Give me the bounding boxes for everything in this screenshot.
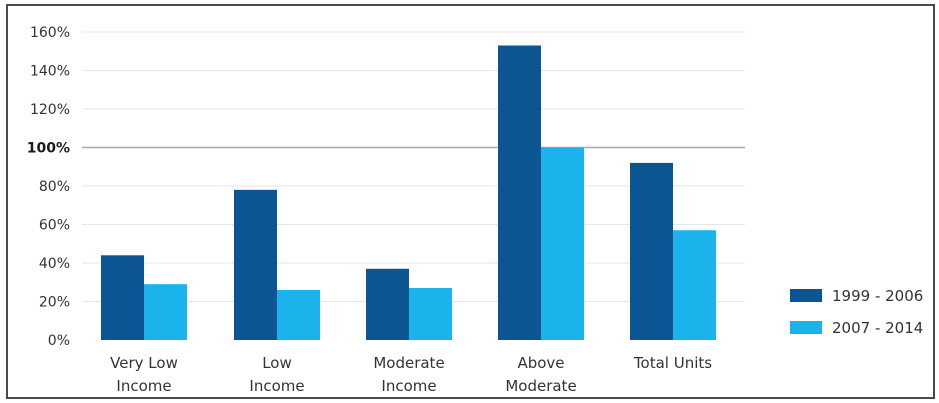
legend-swatch bbox=[790, 289, 822, 302]
y-tick-label: 80% bbox=[39, 179, 70, 195]
legend: 1999 - 2006 2007 - 2014 bbox=[790, 287, 923, 337]
y-tick-label: 140% bbox=[30, 64, 70, 80]
category-label: Income bbox=[116, 377, 171, 395]
y-tick-label: 40% bbox=[39, 256, 70, 272]
bar bbox=[144, 284, 187, 340]
legend-label: 2007 - 2014 bbox=[832, 319, 923, 337]
bar bbox=[498, 45, 541, 340]
y-tick-label: 60% bbox=[39, 218, 70, 234]
bar bbox=[541, 147, 584, 340]
bar bbox=[101, 255, 144, 340]
category-label: Above bbox=[517, 354, 564, 372]
category-label: Very Low bbox=[110, 354, 178, 372]
y-tick-label: 120% bbox=[30, 102, 70, 118]
bar bbox=[630, 162, 673, 340]
legend-swatch bbox=[790, 321, 822, 334]
y-tick-label: 160% bbox=[30, 25, 70, 41]
legend-label: 1999 - 2006 bbox=[832, 287, 923, 305]
category-label: Income bbox=[249, 377, 304, 395]
category-label: Moderate bbox=[505, 377, 576, 395]
bar bbox=[234, 189, 277, 340]
bar bbox=[277, 289, 320, 340]
y-tick-label: 20% bbox=[39, 295, 70, 311]
category-label: Income bbox=[381, 377, 436, 395]
bar bbox=[366, 268, 409, 340]
category-label: Low bbox=[262, 354, 292, 372]
y-tick-label: 0% bbox=[48, 333, 70, 349]
y-tick-label: 100% bbox=[27, 141, 70, 157]
y-axis-ticks: 0% 20% 40% 60% 80% 100% 120% 140% 160% bbox=[27, 25, 70, 349]
x-axis-categories: Very Low Income Low Income Moderate Income Abo… bbox=[110, 354, 712, 395]
category-label: Total Units bbox=[633, 354, 712, 372]
category-label: Moderate bbox=[373, 354, 444, 372]
bars bbox=[101, 45, 716, 340]
bar bbox=[409, 288, 452, 340]
bar bbox=[673, 230, 716, 340]
